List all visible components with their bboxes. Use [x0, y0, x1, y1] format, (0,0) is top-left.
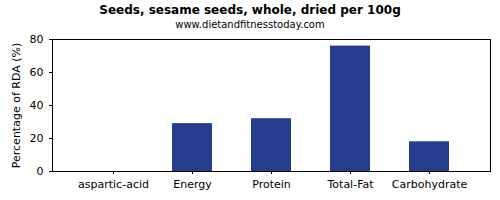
svg-text:Total-Fat: Total-Fat	[326, 178, 374, 191]
svg-text:Protein: Protein	[252, 178, 291, 191]
html-text:Seeds, sesame seeds, whole, dr: Seeds, sesame seeds, whole, dried per 10…	[99, 3, 401, 17]
svg-text:Percentage of RDA (%): Percentage of RDA (%)	[10, 43, 23, 168]
svg-text:Carbohydrate: Carbohydrate	[392, 178, 468, 191]
html-text:www.dietandfitnesstoday.com: www.dietandfitnesstoday.com	[175, 19, 325, 30]
svg-text:0: 0	[37, 165, 44, 178]
svg-text:aspartic-acid: aspartic-acid	[78, 178, 149, 191]
svg-text:Energy: Energy	[173, 178, 212, 191]
svg-text:20: 20	[30, 132, 44, 145]
svg-text:60: 60	[30, 66, 44, 79]
svg-text:40: 40	[30, 99, 44, 112]
svg-text:80: 80	[30, 33, 44, 46]
